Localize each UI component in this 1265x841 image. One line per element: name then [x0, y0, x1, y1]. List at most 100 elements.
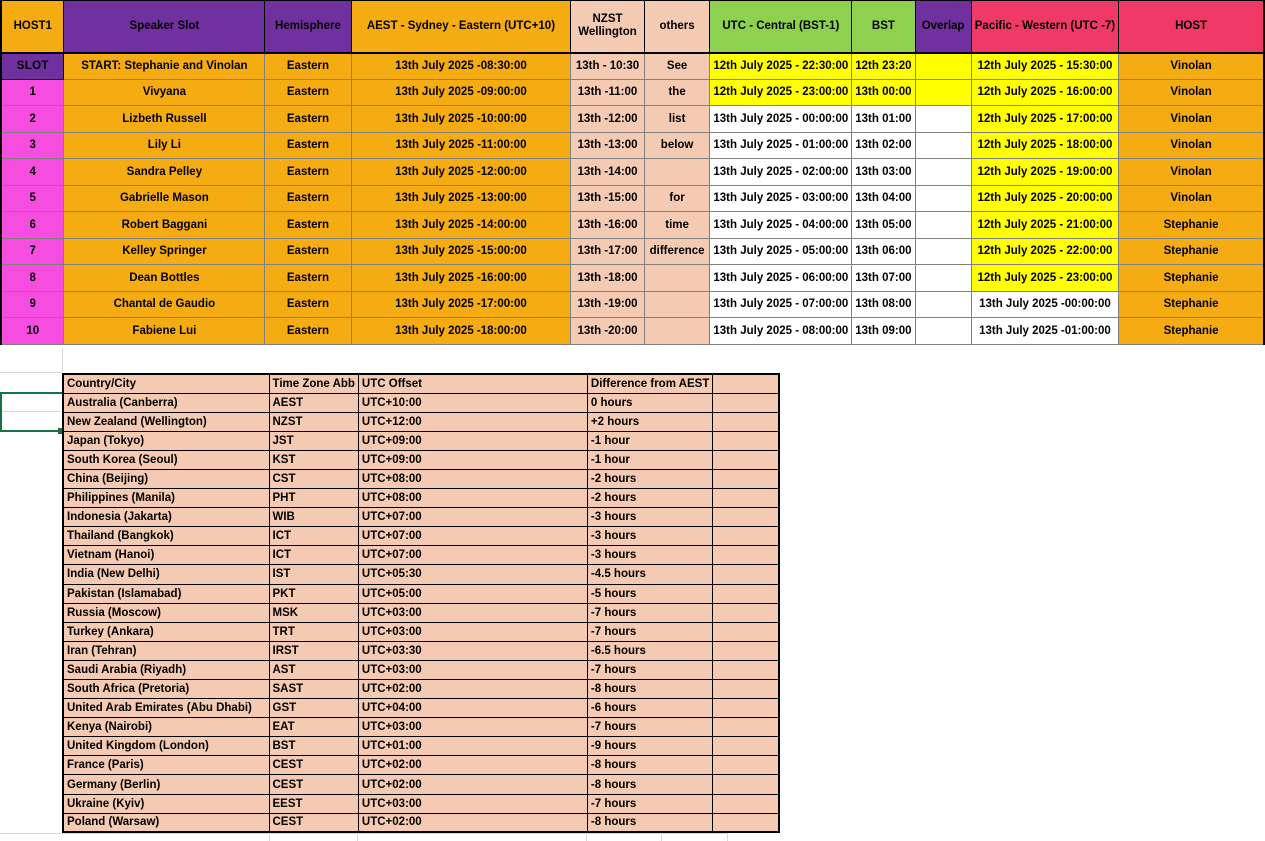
- spacer-cell[interactable]: [712, 430, 780, 451]
- pacific-time-cell[interactable]: 12th July 2025 - 22:00:00: [970, 237, 1120, 265]
- host-cell[interactable]: Vinolan: [1118, 105, 1265, 133]
- timezone-abbr-cell[interactable]: PKT: [268, 583, 359, 604]
- utc-offset-cell[interactable]: UTC+07:00: [357, 526, 588, 547]
- utc-offset-cell[interactable]: UTC+08:00: [357, 468, 588, 490]
- utc-central-time-cell[interactable]: 13th July 2025 - 04:00:00: [709, 211, 853, 239]
- utc-offset-cell[interactable]: UTC+01:00: [357, 736, 588, 757]
- speaker-name-cell[interactable]: Lily Li: [63, 131, 266, 159]
- pacific-time-cell[interactable]: 12th July 2025 - 21:00:00: [970, 211, 1120, 239]
- aest-difference-cell[interactable]: -8 hours: [586, 678, 714, 700]
- timezone-column-header[interactable]: UTC Offset: [357, 373, 588, 394]
- others-note-cell[interactable]: time: [643, 211, 711, 239]
- timezone-abbr-cell[interactable]: GST: [268, 698, 359, 719]
- spacer-cell[interactable]: [712, 449, 780, 470]
- timezone-abbr-cell[interactable]: CEST: [268, 774, 359, 795]
- timezone-abbr-cell[interactable]: CST: [268, 468, 359, 490]
- nzst-time-cell[interactable]: 13th -15:00: [570, 184, 645, 212]
- overlap-cell[interactable]: [914, 158, 972, 186]
- utc-offset-cell[interactable]: UTC+05:30: [357, 564, 588, 585]
- timezone-abbr-cell[interactable]: CEST: [268, 755, 359, 776]
- utc-offset-cell[interactable]: UTC+02:00: [357, 755, 588, 776]
- bst-time-cell[interactable]: 13th 07:00: [851, 264, 916, 292]
- spacer-cell[interactable]: [712, 793, 780, 814]
- pacific-time-cell[interactable]: 13th July 2025 -01:00:00: [970, 317, 1120, 345]
- aest-difference-cell[interactable]: -8 hours: [586, 774, 714, 795]
- utc-offset-cell[interactable]: UTC+03:00: [357, 621, 588, 642]
- pacific-time-cell[interactable]: 12th July 2025 - 16:00:00: [970, 78, 1120, 106]
- aest-time-cell[interactable]: 13th July 2025 -08:30:00: [350, 51, 572, 80]
- country-city-cell[interactable]: Saudi Arabia (Riyadh): [62, 659, 270, 681]
- overlap-cell[interactable]: [914, 290, 972, 318]
- timezone-abbr-cell[interactable]: ICT: [268, 526, 359, 547]
- utc-offset-cell[interactable]: UTC+09:00: [357, 430, 588, 451]
- aest-difference-cell[interactable]: 0 hours: [586, 392, 714, 413]
- others-note-cell[interactable]: difference: [643, 237, 711, 265]
- aest-difference-cell[interactable]: -5 hours: [586, 583, 714, 604]
- spacer-cell[interactable]: [712, 698, 780, 719]
- host-cell[interactable]: Stephanie: [1118, 264, 1265, 292]
- timezone-abbr-cell[interactable]: PHT: [268, 488, 359, 509]
- country-city-cell[interactable]: India (New Delhi): [62, 564, 270, 585]
- utc-central-time-cell[interactable]: 13th July 2025 - 00:00:00: [709, 105, 853, 133]
- spacer-cell[interactable]: [712, 392, 780, 413]
- speaker-name-cell[interactable]: Dean Bottles: [63, 264, 266, 292]
- timezone-column-header[interactable]: [712, 373, 780, 394]
- nzst-time-cell[interactable]: 13th -14:00: [570, 158, 645, 186]
- utc-central-time-cell[interactable]: 13th July 2025 - 01:00:00: [709, 131, 853, 159]
- bst-time-cell[interactable]: 13th 09:00: [851, 317, 916, 345]
- country-city-cell[interactable]: Iran (Tehran): [62, 640, 270, 661]
- speaker-name-cell[interactable]: Gabrielle Mason: [63, 184, 266, 212]
- pacific-time-cell[interactable]: 12th July 2025 - 15:30:00: [970, 51, 1120, 80]
- spacer-cell[interactable]: [712, 526, 780, 547]
- spacer-cell[interactable]: [712, 678, 780, 700]
- utc-central-time-cell[interactable]: 13th July 2025 - 05:00:00: [709, 237, 853, 265]
- timezone-abbr-cell[interactable]: AST: [268, 659, 359, 681]
- aest-difference-cell[interactable]: -6.5 hours: [586, 640, 714, 661]
- country-city-cell[interactable]: Poland (Warsaw): [62, 812, 270, 833]
- timezone-column-header[interactable]: Difference from AEST: [586, 373, 714, 394]
- speaker-name-cell[interactable]: Chantal de Gaudio: [63, 290, 266, 318]
- hemisphere-cell[interactable]: Eastern: [264, 264, 352, 292]
- aest-time-cell[interactable]: 13th July 2025 -13:00:00: [350, 184, 572, 212]
- spacer-cell[interactable]: [712, 755, 780, 776]
- host-cell[interactable]: Stephanie: [1118, 211, 1265, 239]
- spacer-cell[interactable]: [712, 812, 780, 833]
- country-city-cell[interactable]: Japan (Tokyo): [62, 430, 270, 451]
- spacer-cell[interactable]: [712, 621, 780, 642]
- country-city-cell[interactable]: Kenya (Nairobi): [62, 717, 270, 738]
- spacer-cell[interactable]: [712, 717, 780, 738]
- slot-cell[interactable]: 9: [0, 290, 65, 318]
- utc-central-time-cell[interactable]: 12th July 2025 - 22:30:00: [709, 51, 853, 80]
- overlap-cell[interactable]: [914, 184, 972, 212]
- aest-time-cell[interactable]: 13th July 2025 -14:00:00: [350, 211, 572, 239]
- utc-offset-cell[interactable]: UTC+03:00: [357, 659, 588, 681]
- country-city-cell[interactable]: South Africa (Pretoria): [62, 678, 270, 700]
- utc-offset-cell[interactable]: UTC+03:00: [357, 602, 588, 623]
- spacer-cell[interactable]: [712, 545, 780, 566]
- aest-difference-cell[interactable]: +2 hours: [586, 411, 714, 432]
- overlap-cell[interactable]: [914, 78, 972, 106]
- country-city-cell[interactable]: Ukraine (Kyiv): [62, 793, 270, 814]
- aest-difference-cell[interactable]: -8 hours: [586, 812, 714, 833]
- speaker-name-cell[interactable]: Sandra Pelley: [63, 158, 266, 186]
- timezone-abbr-cell[interactable]: TRT: [268, 621, 359, 642]
- nzst-time-cell[interactable]: 13th -17:00: [570, 237, 645, 265]
- bst-time-cell[interactable]: 13th 02:00: [851, 131, 916, 159]
- utc-offset-cell[interactable]: UTC+03:00: [357, 717, 588, 738]
- hemisphere-cell[interactable]: Eastern: [264, 317, 352, 345]
- pacific-time-cell[interactable]: 12th July 2025 - 20:00:00: [970, 184, 1120, 212]
- timezone-abbr-cell[interactable]: EAT: [268, 717, 359, 738]
- spacer-cell[interactable]: [712, 468, 780, 490]
- country-city-cell[interactable]: Philippines (Manila): [62, 488, 270, 509]
- timezone-abbr-cell[interactable]: JST: [268, 430, 359, 451]
- aest-difference-cell[interactable]: -6 hours: [586, 698, 714, 719]
- others-note-cell[interactable]: list: [643, 105, 711, 133]
- aest-difference-cell[interactable]: -3 hours: [586, 507, 714, 528]
- country-city-cell[interactable]: United Arab Emirates (Abu Dhabi): [62, 698, 270, 719]
- aest-difference-cell[interactable]: -8 hours: [586, 755, 714, 776]
- country-city-cell[interactable]: United Kingdom (London): [62, 736, 270, 757]
- spacer-cell[interactable]: [712, 507, 780, 528]
- speaker-name-cell[interactable]: Vivyana: [63, 78, 266, 106]
- timezone-abbr-cell[interactable]: MSK: [268, 602, 359, 623]
- timezone-abbr-cell[interactable]: CEST: [268, 812, 359, 833]
